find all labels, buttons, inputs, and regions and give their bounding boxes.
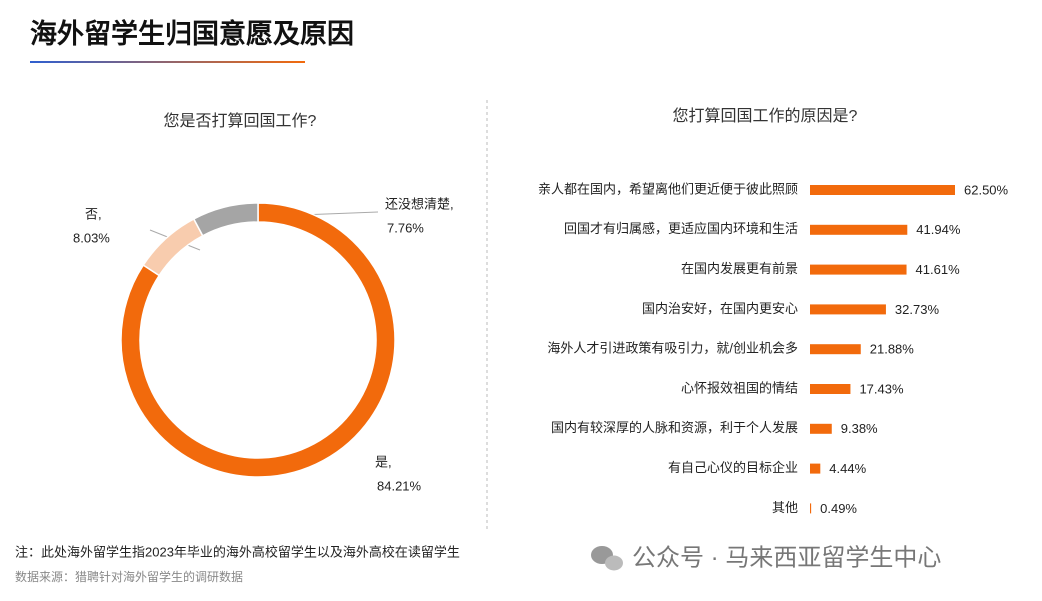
footnote: 注：此处海外留学生指2023年毕业的海外高校留学生以及海外高校在读留学生 <box>15 544 460 559</box>
bar <box>810 384 851 394</box>
bar <box>810 304 886 315</box>
category-label: 亲人都在国内，希望离他们更近便于彼此照顾 <box>538 181 798 196</box>
pie-title: 您是否打算回国工作? <box>164 111 317 130</box>
category-label: 国内有较深厚的人脉和资源，利于个人发展 <box>551 420 798 435</box>
value-label: 41.94% <box>916 222 961 237</box>
title-underline <box>30 61 305 63</box>
category-label: 在国内发展更有前景 <box>681 261 798 276</box>
value-label: 9.38% <box>841 421 878 436</box>
bar <box>810 503 812 514</box>
slice-value-label: 84.21% <box>377 478 422 493</box>
page-title: 海外留学生归国意愿及原因 <box>30 18 354 49</box>
value-label: 62.50% <box>964 182 1009 197</box>
slice-label: 是, <box>375 454 392 469</box>
bar <box>810 185 955 195</box>
bar-title: 您打算回国工作的原因是? <box>673 106 858 125</box>
slice-label: 还没想清楚, <box>385 196 454 211</box>
slice-value-label: 8.03% <box>73 230 110 245</box>
value-label: 41.61% <box>916 262 961 277</box>
value-label: 0.49% <box>820 501 857 516</box>
value-label: 4.44% <box>829 461 866 476</box>
value-label: 32.73% <box>895 302 940 317</box>
category-label: 心怀报效祖国的情结 <box>681 380 798 395</box>
slice-value-label: 7.76% <box>387 220 424 235</box>
bar <box>810 463 821 474</box>
bar <box>810 224 908 235</box>
bar <box>810 344 861 355</box>
value-label: 21.88% <box>870 342 915 357</box>
source: 数据来源：猎聘针对海外留学生的调研数据 <box>15 569 243 584</box>
watermark: 公众号 · 马来西亚留学生中心 <box>632 544 941 571</box>
pie-slice <box>192 202 259 237</box>
category-label: 回国才有归属感，更适应国内环境和生活 <box>564 221 798 236</box>
pie-slice <box>120 202 396 478</box>
category-label: 海外人才引进政策有吸引力，就/创业机会多 <box>547 341 798 356</box>
bar <box>810 264 907 275</box>
value-label: 17.43% <box>859 381 904 396</box>
bar <box>810 423 832 434</box>
wechat-icon <box>591 546 623 571</box>
category-label: 有自己心仪的目标企业 <box>668 460 798 475</box>
category-label: 国内治安好，在国内更安心 <box>642 301 798 316</box>
category-label: 其他 <box>772 500 798 515</box>
slice-label: 否, <box>85 206 102 221</box>
